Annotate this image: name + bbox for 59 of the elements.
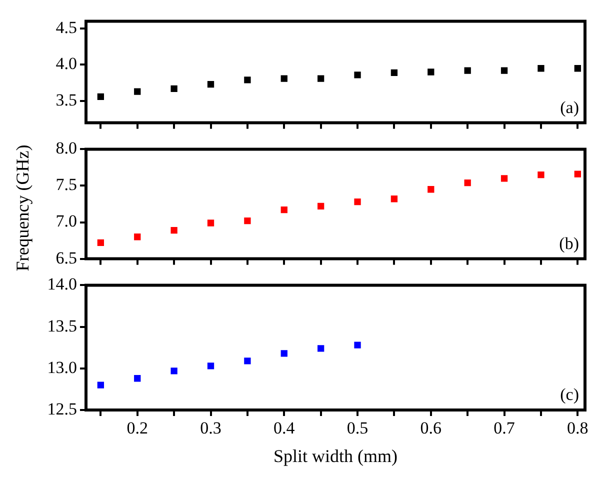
y-tick-label: 6.5: [56, 248, 77, 268]
y-tick-label: 3.5: [56, 90, 77, 110]
x-tick-label: 0.6: [420, 418, 442, 438]
point: [97, 239, 104, 246]
y-tick-label: 4.5: [56, 18, 77, 37]
x-tick-label: 0.7: [494, 418, 516, 438]
point: [207, 81, 214, 88]
y-axis-title: Frequency (GHz): [12, 144, 34, 272]
y-tick-label: 14.0: [47, 274, 77, 294]
point: [134, 88, 141, 95]
point: [464, 67, 471, 74]
y-tick-label: 7.0: [56, 212, 77, 231]
point: [390, 69, 398, 76]
y-tick-label: 13.0: [47, 358, 77, 377]
point: [134, 375, 141, 382]
point: [538, 171, 544, 178]
point: [97, 382, 104, 388]
point: [170, 368, 178, 374]
point: [538, 65, 544, 72]
point: [280, 350, 288, 357]
point: [354, 72, 361, 78]
point: [280, 75, 288, 82]
point: [97, 93, 104, 100]
point: [428, 68, 434, 76]
point: [317, 75, 324, 82]
point: [317, 345, 324, 352]
annotation: (c): [560, 384, 579, 404]
point: [280, 206, 288, 214]
point: [207, 362, 214, 370]
y-tick-label: 13.5: [47, 316, 77, 336]
point: [574, 170, 581, 178]
point: [428, 186, 434, 193]
point: [317, 202, 324, 210]
annotation: (b): [559, 234, 579, 253]
point: [207, 220, 214, 226]
annotation: (a): [560, 98, 579, 117]
point: [500, 67, 508, 74]
point: [500, 175, 508, 182]
point: [244, 358, 251, 364]
y-tick-label: 4.0: [56, 54, 77, 74]
x-axis-title: Split width (mm): [273, 446, 398, 466]
point: [574, 65, 581, 72]
point: [134, 234, 141, 240]
point: [390, 196, 398, 202]
x-tick-label: 0.2: [126, 418, 148, 438]
point: [170, 85, 178, 92]
y-tick-label: 8.0: [56, 138, 77, 158]
point: [354, 198, 361, 206]
point: [354, 342, 361, 348]
point: [244, 76, 251, 84]
point: [170, 226, 178, 234]
x-tick-label: 0.3: [200, 418, 222, 438]
x-tick-label: 0.8: [567, 418, 588, 438]
x-tick-label: 0.4: [274, 418, 296, 438]
x-tick-label: 0.5: [346, 418, 368, 438]
point: [464, 179, 471, 186]
y-tick-label: 12.5: [47, 399, 77, 418]
point: [244, 217, 251, 224]
y-tick-label: 7.5: [56, 175, 77, 194]
